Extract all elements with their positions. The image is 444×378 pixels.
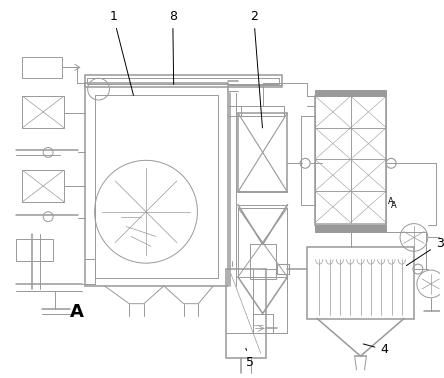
Bar [307,247,414,319]
Bar [351,191,386,223]
Bar [351,160,386,191]
Bar [315,128,351,160]
Text: 2: 2 [250,10,262,128]
Text: 1: 1 [109,10,134,95]
Bar [95,95,218,278]
Bar [238,113,287,192]
Text: A: A [70,302,84,321]
Text: A: A [391,201,397,210]
Bar [87,78,279,84]
Bar [238,208,287,277]
Bar [85,83,228,286]
Bar [23,170,64,202]
Bar [315,96,351,128]
Bar [351,96,386,128]
Bar [23,96,64,128]
Bar [85,75,282,87]
Bar [16,239,53,261]
Bar [278,264,289,274]
Bar [315,96,386,225]
Text: 8: 8 [169,10,177,84]
Bar [315,225,386,232]
Bar [315,160,351,191]
Bar [301,116,315,205]
Bar [23,57,62,78]
Bar [315,90,386,96]
Bar [241,106,285,116]
Text: A: A [388,197,394,206]
Text: 3: 3 [406,237,444,266]
Bar [351,128,386,160]
Bar [253,314,273,333]
Text: 4: 4 [363,343,388,356]
Text: 5: 5 [246,348,254,369]
Bar [315,191,351,223]
Bar [226,269,266,358]
Bar [250,244,276,279]
